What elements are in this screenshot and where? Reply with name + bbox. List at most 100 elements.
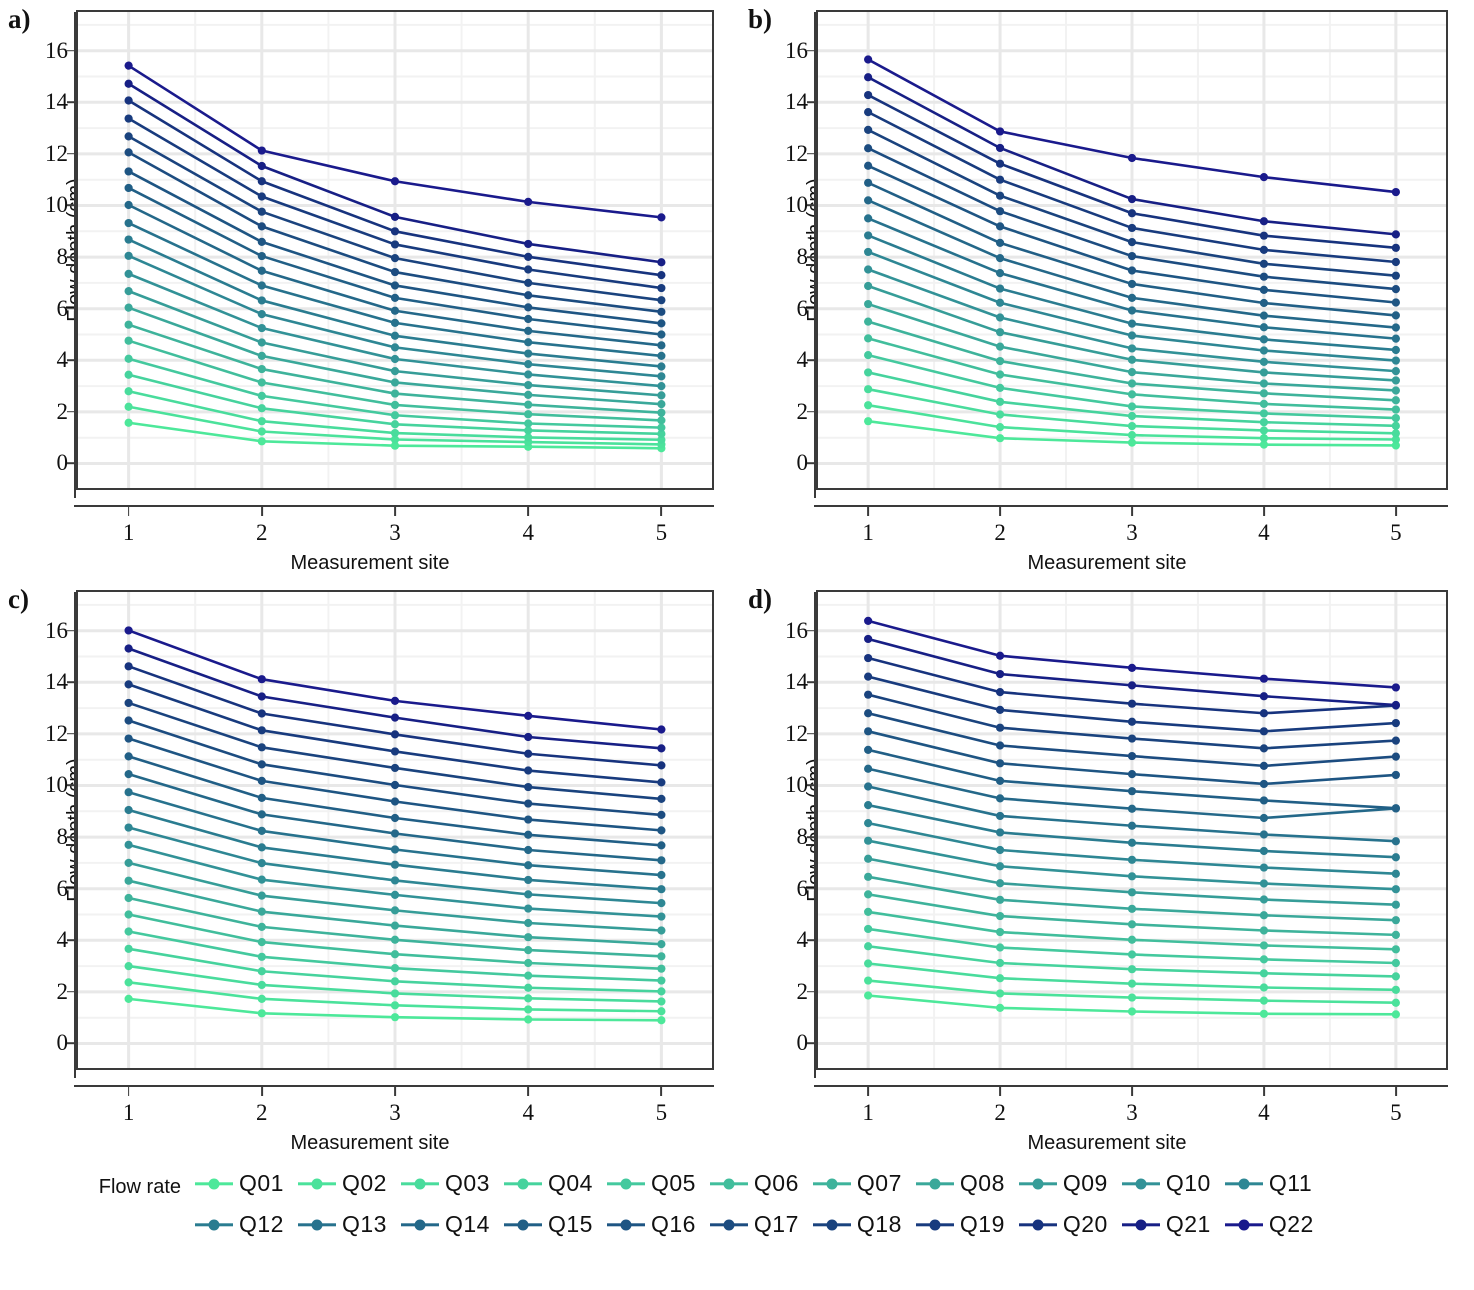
data-point: [1127, 821, 1137, 830]
series-line: [124, 61, 666, 222]
plot-area-b: [816, 10, 1448, 490]
data-point: [1259, 311, 1269, 320]
data-point: [1259, 399, 1269, 408]
data-point: [390, 763, 400, 773]
data-point: [524, 958, 533, 968]
data-point: [1391, 367, 1400, 376]
data-point: [864, 782, 873, 791]
legend-item-q22[interactable]: Q22: [1224, 1211, 1314, 1238]
legend-item-q16[interactable]: Q16: [606, 1211, 696, 1238]
legend-item-q03[interactable]: Q03: [400, 1170, 490, 1197]
data-point: [124, 788, 133, 797]
data-point: [864, 764, 873, 773]
legend-item-q09[interactable]: Q09: [1018, 1170, 1108, 1197]
legend-item-q11[interactable]: Q11: [1224, 1170, 1312, 1197]
data-point: [124, 418, 133, 427]
series-line: [124, 680, 666, 787]
legend-item-q20[interactable]: Q20: [1018, 1211, 1108, 1238]
data-point: [1391, 885, 1400, 894]
legend-key-icon: [195, 1175, 233, 1193]
legend-item-q02[interactable]: Q02: [297, 1170, 387, 1197]
legend-title: Flow rate: [98, 1176, 181, 1198]
legend-item-q07[interactable]: Q07: [812, 1170, 902, 1197]
legend-item-q12[interactable]: Q12: [195, 1211, 284, 1238]
panel-label-b: b): [748, 4, 773, 34]
legend-item-q04[interactable]: Q04: [503, 1170, 593, 1197]
data-point: [257, 843, 266, 852]
legend-item-q06[interactable]: Q06: [709, 1170, 799, 1197]
y-tick-mark: [807, 733, 815, 735]
legend-item-q17[interactable]: Q17: [709, 1211, 799, 1238]
data-point: [1391, 334, 1400, 343]
series-line: [124, 269, 666, 391]
y-tick-label: 12: [785, 140, 808, 166]
data-point: [1391, 900, 1400, 909]
legend-item-q19[interactable]: Q19: [915, 1211, 1005, 1238]
data-point: [524, 994, 533, 1003]
data-point: [657, 810, 666, 820]
series-line: [124, 370, 666, 438]
series-line: [124, 148, 666, 316]
data-point: [390, 977, 400, 986]
data-point: [524, 799, 533, 808]
data-point: [524, 370, 533, 379]
data-point: [1259, 426, 1269, 435]
data-point: [1127, 411, 1137, 421]
data-point: [995, 222, 1005, 231]
data-point: [124, 626, 133, 635]
legend-label: Q21: [1165, 1211, 1211, 1237]
data-point: [657, 391, 666, 400]
data-point: [1391, 916, 1400, 925]
data-point: [657, 351, 666, 361]
y-tick-mark: [67, 153, 75, 155]
data-point: [1391, 311, 1400, 320]
data-point: [124, 96, 133, 105]
data-point: [124, 148, 133, 157]
data-point: [1391, 230, 1400, 239]
legend-label: Q10: [1165, 1170, 1211, 1196]
series-line: [124, 662, 666, 770]
data-point: [657, 856, 666, 865]
y-tick-label: 14: [45, 669, 68, 695]
data-point: [524, 711, 533, 720]
legend-item-q05[interactable]: Q05: [606, 1170, 696, 1197]
legend-item-q15[interactable]: Q15: [503, 1211, 593, 1238]
data-point: [657, 271, 666, 280]
legend-item-q01[interactable]: Q01: [195, 1170, 284, 1197]
data-point: [1127, 770, 1137, 779]
data-point: [524, 419, 533, 428]
y-tick-label: 6: [56, 295, 69, 321]
data-point: [390, 428, 400, 438]
data-point: [524, 830, 533, 839]
data-point: [1259, 727, 1269, 736]
data-point: [657, 341, 666, 350]
data-point: [657, 952, 666, 961]
data-point: [1391, 284, 1400, 294]
x-tick-label: 3: [389, 520, 401, 545]
y-tick-label: 8: [56, 824, 69, 850]
y-tick-mark: [807, 462, 815, 465]
series-line: [864, 351, 1400, 423]
y-tick-label: 4: [56, 347, 69, 373]
data-point: [257, 907, 266, 916]
legend-item-q21[interactable]: Q21: [1121, 1211, 1211, 1238]
x-tick-mark: [1263, 507, 1265, 516]
data-point: [257, 952, 266, 961]
data-point: [1259, 173, 1269, 182]
y-axis-spine: [74, 12, 76, 498]
legend-item-q14[interactable]: Q14: [400, 1211, 490, 1238]
data-point: [1127, 904, 1137, 913]
legend-item-q10[interactable]: Q10: [1121, 1170, 1211, 1197]
data-point: [257, 266, 266, 275]
data-point: [390, 254, 400, 263]
legend-item-q08[interactable]: Q08: [915, 1170, 1005, 1197]
series-line: [124, 823, 666, 908]
legend-item-q18[interactable]: Q18: [812, 1211, 902, 1238]
legend-key-icon: [1224, 1175, 1263, 1193]
legend-item-q13[interactable]: Q13: [297, 1211, 387, 1238]
series-line: [864, 265, 1400, 376]
data-point: [257, 251, 266, 261]
series-line: [124, 858, 666, 935]
data-point: [1391, 421, 1400, 430]
data-point: [257, 675, 266, 684]
